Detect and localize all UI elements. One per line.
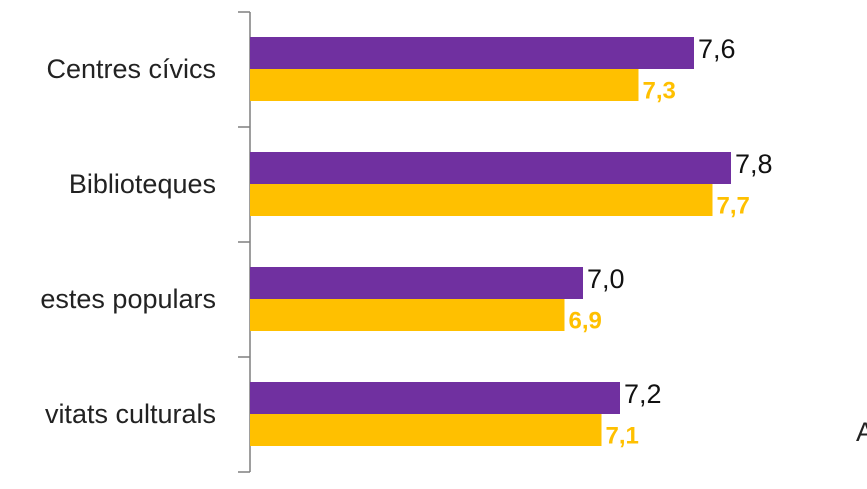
data-label: 7,6 — [698, 34, 736, 64]
labels-layer: Centres cívics 7,6 7,3 Biblioteques 7,8 7,7 es… — [40, 34, 772, 450]
data-label: 7,2 — [624, 379, 662, 409]
bar — [250, 152, 731, 184]
data-label: 7,1 — [606, 423, 639, 450]
category-label: vitats culturals — [45, 399, 216, 429]
data-label: 7,3 — [643, 78, 676, 105]
data-label: 7,7 — [717, 193, 750, 220]
bar — [250, 37, 694, 69]
bar — [250, 382, 620, 414]
category-label: Biblioteques — [69, 169, 216, 199]
bar — [250, 267, 583, 299]
bar — [250, 299, 565, 331]
data-label: 6,9 — [569, 308, 602, 335]
bars-layer — [250, 37, 731, 446]
bar — [250, 69, 639, 101]
category-label: Centres cívics — [46, 54, 216, 84]
axis-layer — [238, 11, 251, 473]
bar — [250, 184, 713, 216]
category-label: estes populars — [40, 284, 216, 314]
data-label: 7,8 — [735, 149, 773, 179]
stray-text: A — [856, 417, 867, 447]
bar — [250, 414, 602, 446]
data-label: 7,0 — [587, 264, 625, 294]
